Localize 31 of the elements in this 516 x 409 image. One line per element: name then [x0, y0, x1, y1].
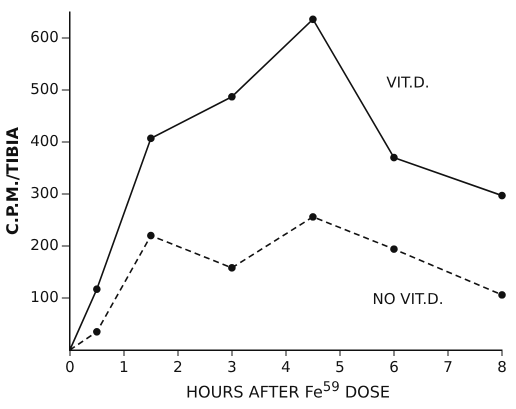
x-tick-label: 6 — [389, 358, 399, 376]
point — [309, 15, 317, 24]
point — [147, 134, 155, 142]
point — [93, 285, 101, 293]
y-tick-label: 300 — [30, 184, 59, 202]
x-tick-label: 7 — [443, 358, 453, 376]
x-tick-label: 4 — [281, 358, 291, 376]
point — [228, 92, 236, 101]
y-tick-label: 400 — [30, 132, 59, 150]
point — [147, 232, 155, 240]
x-tick-label: 3 — [227, 358, 237, 376]
point — [93, 328, 101, 336]
x-tick-label: 8 — [497, 358, 507, 376]
point — [498, 192, 506, 200]
series-label: NO VIT.D. — [372, 290, 444, 308]
point — [390, 154, 398, 162]
x-tick-label: 5 — [335, 358, 345, 376]
point — [228, 264, 236, 272]
y-tick-label: 100 — [30, 288, 59, 306]
y-tick-label: 600 — [30, 28, 59, 46]
x-tick-label: 1 — [119, 358, 129, 376]
x-tick-label: 2 — [173, 358, 183, 376]
x-axis-title: HOURS AFTER Fe$^{59}$ DOSE — [184, 380, 392, 402]
x-tick-label: 0 — [65, 358, 75, 376]
y-tick-label: 200 — [30, 236, 59, 254]
y-tick-label: 500 — [30, 80, 59, 98]
point — [390, 245, 398, 253]
y-axis-title: C.P.M./TIBIA — [2, 126, 22, 235]
series-label: VIT.D. — [386, 74, 430, 92]
point — [498, 291, 506, 299]
point — [309, 213, 317, 221]
